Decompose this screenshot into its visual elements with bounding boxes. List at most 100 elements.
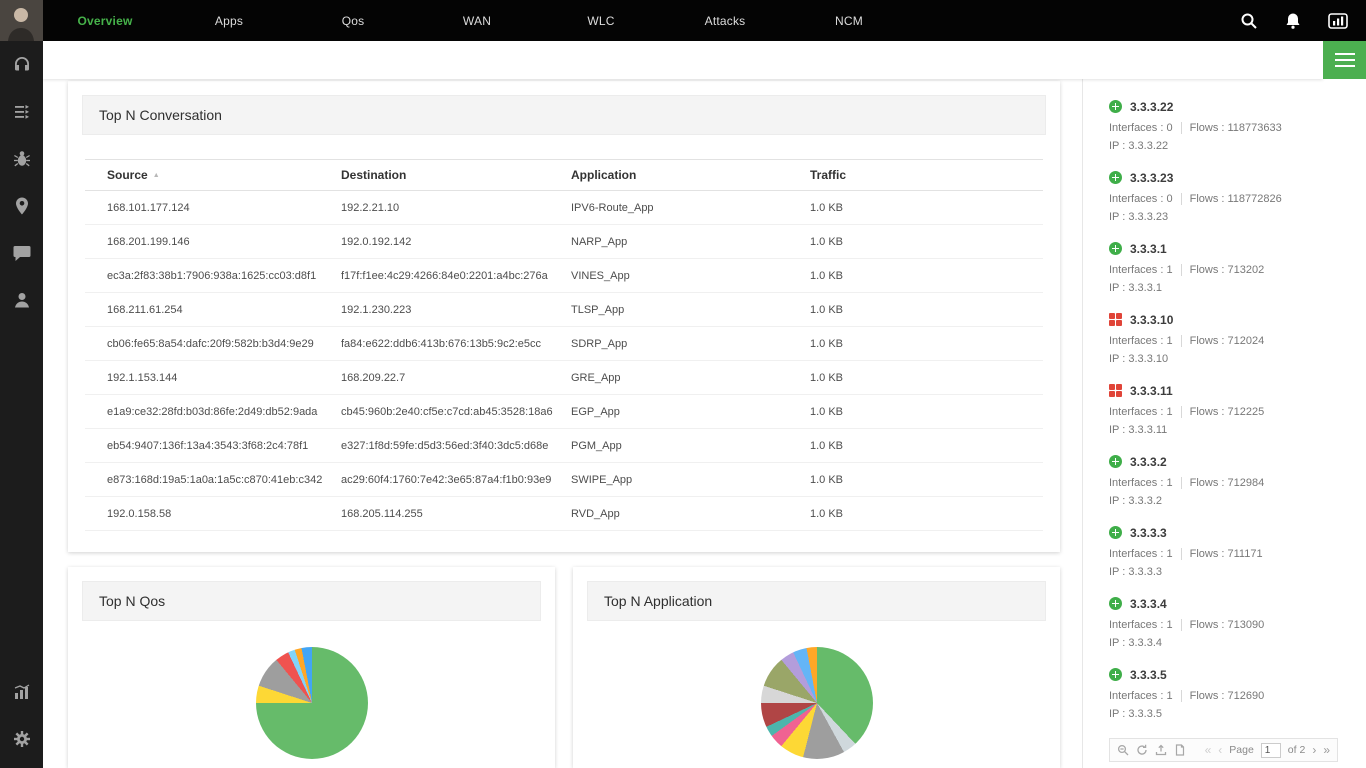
tab-overview[interactable]: Overview — [77, 13, 133, 28]
top-n-qos-panel: Top N Qos — [68, 567, 555, 768]
headset-icon[interactable] — [0, 41, 43, 88]
device-list-panel: 3.3.3.22 Interfaces : 0 Flows : 118773633… — [1082, 79, 1366, 768]
application-cell: PGM_App — [571, 439, 622, 452]
page-label: Page — [1229, 744, 1254, 756]
device-flows: Flows : 118773633 — [1180, 121, 1282, 134]
device-stats-icon[interactable] — [1328, 12, 1348, 29]
reports-chart-icon[interactable] — [0, 668, 43, 715]
top-n-conversation-panel: Top N Conversation Source ▲ Destination A… — [68, 81, 1060, 552]
device-list-item[interactable]: 3.3.3.23 Interfaces : 0 Flows : 118772826… — [1109, 170, 1338, 224]
table-row[interactable]: e1a9:ce32:28fd:b03d:86fe:2d49:db52:9ada … — [85, 395, 1043, 429]
first-page-icon[interactable]: « — [1204, 743, 1212, 757]
device-ip: IP : 3.3.3.4 — [1109, 637, 1163, 649]
traffic-cell: 1.0 KB — [810, 269, 844, 282]
device-status-icon — [1109, 597, 1122, 610]
device-list-item[interactable]: 3.3.3.2 Interfaces : 1 Flows : 712984 IP … — [1109, 454, 1338, 508]
panel-title: Top N Application — [604, 593, 713, 609]
destination-cell: 192.2.21.10 — [341, 201, 400, 214]
device-interfaces: Interfaces : 1 — [1109, 547, 1173, 560]
panel-header: Top N Conversation — [82, 95, 1046, 135]
device-interfaces: Interfaces : 1 — [1109, 263, 1173, 276]
source-cell: 168.101.177.124 — [107, 201, 190, 214]
application-cell: NARP_App — [571, 235, 628, 248]
column-header-application[interactable]: Application — [571, 168, 637, 182]
device-flows: Flows : 713202 — [1180, 263, 1264, 276]
application-pie-chart[interactable] — [760, 647, 873, 759]
destination-cell: f17f:f1ee:4c29:4266:84e0:2201:a4bc:276a — [341, 269, 548, 282]
users-icon[interactable] — [0, 276, 43, 323]
column-header-destination[interactable]: Destination — [341, 168, 407, 182]
qos-pie-chart[interactable] — [255, 647, 368, 759]
page-number-input[interactable] — [1260, 742, 1281, 758]
table-row[interactable]: ec3a:2f83:38b1:7906:938a:1625:cc03:d8f1 … — [85, 259, 1043, 293]
device-list-pager: « ‹ Page of 2 › » — [1109, 738, 1338, 762]
device-interfaces: Interfaces : 0 — [1109, 192, 1173, 205]
search-icon[interactable] — [1240, 12, 1258, 30]
device-list-item[interactable]: 3.3.3.22 Interfaces : 0 Flows : 118773633… — [1109, 99, 1338, 153]
device-interfaces: Interfaces : 0 — [1109, 121, 1173, 134]
device-ip: IP : 3.3.3.10 — [1109, 353, 1169, 365]
tab-wan[interactable]: WAN — [462, 13, 492, 28]
device-flows: Flows : 712225 — [1180, 405, 1264, 418]
table-row[interactable]: cb06:fe65:8a54:dafc:20f9:582b:b3d4:9e29 … — [85, 327, 1043, 361]
table-row[interactable]: e873:168d:19a5:1a0a:1a5c:c870:41eb:c342 … — [85, 463, 1043, 497]
device-interfaces: Interfaces : 1 — [1109, 405, 1173, 418]
application-cell: SWIPE_App — [571, 473, 633, 486]
tab-apps[interactable]: Apps — [214, 13, 244, 28]
device-list-item[interactable]: 3.3.3.4 Interfaces : 1 Flows : 713090 IP … — [1109, 596, 1338, 650]
prev-page-icon[interactable]: ‹ — [1218, 743, 1223, 757]
tab-wlc[interactable]: WLC — [587, 13, 615, 28]
table-row[interactable]: eb54:9407:136f:13a4:3543:3f68:2c4:78f1 e… — [85, 429, 1043, 463]
device-ip: IP : 3.3.3.2 — [1109, 495, 1163, 507]
destination-cell: cb45:960b:2e40:cf5e:c7cd:ab45:3528:18a6 — [341, 405, 553, 418]
device-status-icon — [1109, 242, 1122, 255]
source-cell: e1a9:ce32:28fd:b03d:86fe:2d49:db52:9ada — [107, 405, 318, 418]
table-row[interactable]: 168.211.61.254 192.1.230.223 TLSP_App 1.… — [85, 293, 1043, 327]
table-row[interactable]: 168.101.177.124 192.2.21.10 IPV6-Route_A… — [85, 191, 1043, 225]
next-page-icon[interactable]: › — [1312, 743, 1317, 757]
device-list-item[interactable]: 3.3.3.10 Interfaces : 1 Flows : 712024 IP… — [1109, 312, 1338, 366]
hamburger-bar — [1334, 59, 1355, 61]
last-page-icon[interactable]: » — [1323, 743, 1330, 757]
column-header-traffic[interactable]: Traffic — [810, 168, 847, 182]
traffic-cell: 1.0 KB — [810, 405, 844, 418]
table-row[interactable]: 192.0.158.58 168.205.114.255 RVD_App 1.0… — [85, 497, 1043, 531]
device-name: 3.3.3.23 — [1130, 170, 1174, 185]
device-list-item[interactable]: 3.3.3.1 Interfaces : 1 Flows : 713202 IP … — [1109, 241, 1338, 295]
device-status-icon — [1109, 384, 1122, 397]
refresh-icon[interactable] — [1136, 744, 1148, 756]
tab-attacks[interactable]: Attacks — [704, 13, 746, 28]
device-list-item[interactable]: 3.3.3.11 Interfaces : 1 Flows : 712225 IP… — [1109, 383, 1338, 437]
device-interfaces: Interfaces : 1 — [1109, 334, 1173, 347]
tab-qos[interactable]: Qos — [341, 13, 365, 28]
destination-cell: ac29:60f4:1760:7e42:3e65:87a4:f1b0:93e9 — [341, 473, 552, 486]
left-icon-sidebar — [0, 0, 43, 768]
table-row[interactable]: 168.201.199.146 192.0.192.142 NARP_App 1… — [85, 225, 1043, 259]
table-row[interactable]: 192.1.153.144 168.209.22.7 GRE_App 1.0 K… — [85, 361, 1043, 395]
device-flows: Flows : 713090 — [1180, 618, 1264, 631]
settings-gear-icon[interactable] — [0, 715, 43, 762]
tab-ncm[interactable]: NCM — [835, 13, 863, 28]
device-name: 3.3.3.10 — [1130, 312, 1174, 327]
threat-bug-icon[interactable] — [0, 135, 43, 182]
traffic-cell: 1.0 KB — [810, 371, 844, 384]
device-list-item[interactable]: 3.3.3.3 Interfaces : 1 Flows : 711171 IP … — [1109, 525, 1338, 579]
menu-hamburger-button[interactable] — [1323, 41, 1366, 79]
source-cell: eb54:9407:136f:13a4:3543:3f68:2c4:78f1 — [107, 439, 309, 452]
chat-icon[interactable] — [0, 229, 43, 276]
device-status-icon — [1109, 171, 1122, 184]
notifications-bell-icon[interactable] — [1284, 12, 1302, 30]
maps-location-pin-icon[interactable] — [0, 182, 43, 229]
column-header-source[interactable]: Source ▲ — [107, 168, 160, 182]
device-name: 3.3.3.11 — [1130, 383, 1173, 398]
source-cell: 168.211.61.254 — [107, 303, 183, 316]
device-list-item[interactable]: 3.3.3.5 Interfaces : 1 Flows : 712690 IP … — [1109, 667, 1338, 721]
device-flows: Flows : 118772826 — [1180, 192, 1282, 205]
zoom-icon[interactable] — [1117, 744, 1129, 756]
document-icon[interactable] — [1174, 744, 1186, 756]
export-icon[interactable] — [1155, 744, 1167, 756]
application-cell: VINES_App — [571, 269, 630, 282]
inventory-list-icon[interactable] — [0, 88, 43, 135]
application-cell: RVD_App — [571, 507, 620, 520]
user-avatar[interactable] — [0, 0, 43, 41]
